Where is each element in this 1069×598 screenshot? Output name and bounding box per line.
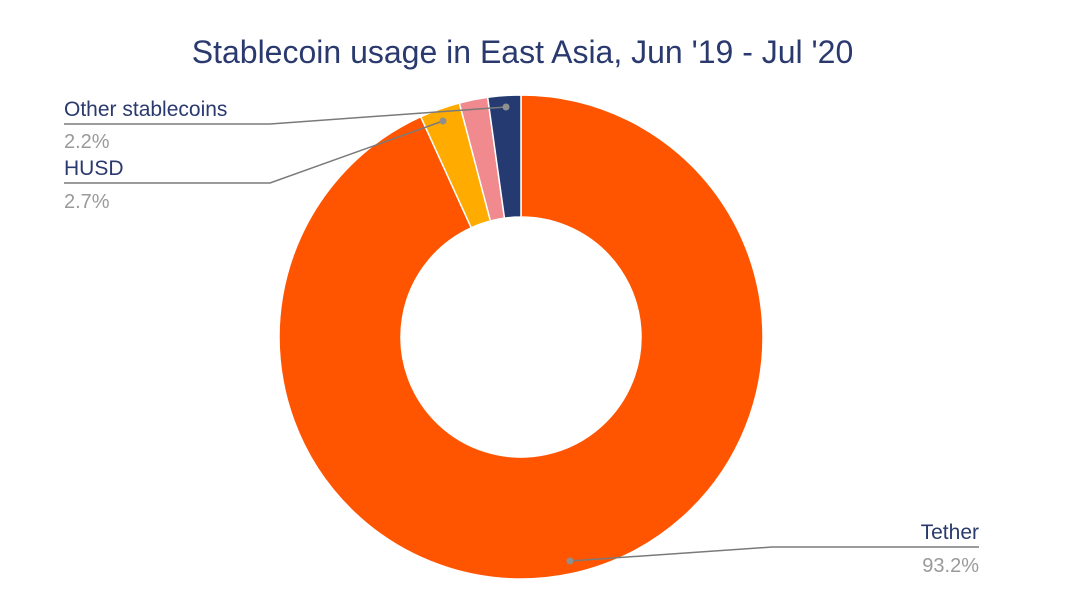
slice-label-tether: Tether xyxy=(921,521,979,544)
leader-dot-tether xyxy=(566,557,574,565)
slice-tether xyxy=(278,94,764,580)
slice-other-stablecoins xyxy=(486,94,522,219)
leader-line-other-stablecoins xyxy=(64,106,507,125)
chart-title: Stablecoin usage in East Asia, Jun '19 -… xyxy=(191,34,854,70)
leader-line-tether xyxy=(569,546,979,562)
leader-dot-other-stablecoins xyxy=(502,103,510,111)
slices-layer xyxy=(278,94,764,580)
slice-label-other-stablecoins: Other stablecoins xyxy=(64,98,227,121)
leader-lines-layer xyxy=(64,103,979,565)
slice-value-tether: 93.2% xyxy=(922,555,979,577)
labels-layer: Tether 93.2% Other stablecoins 2.2% HUSD… xyxy=(64,98,979,577)
slice-label-husd: HUSD xyxy=(64,157,124,180)
leader-dot-husd xyxy=(439,117,447,125)
leader-line-husd xyxy=(64,120,444,184)
slice-value-husd: 2.7% xyxy=(64,191,110,213)
slice-value-other-stablecoins: 2.2% xyxy=(64,131,110,153)
